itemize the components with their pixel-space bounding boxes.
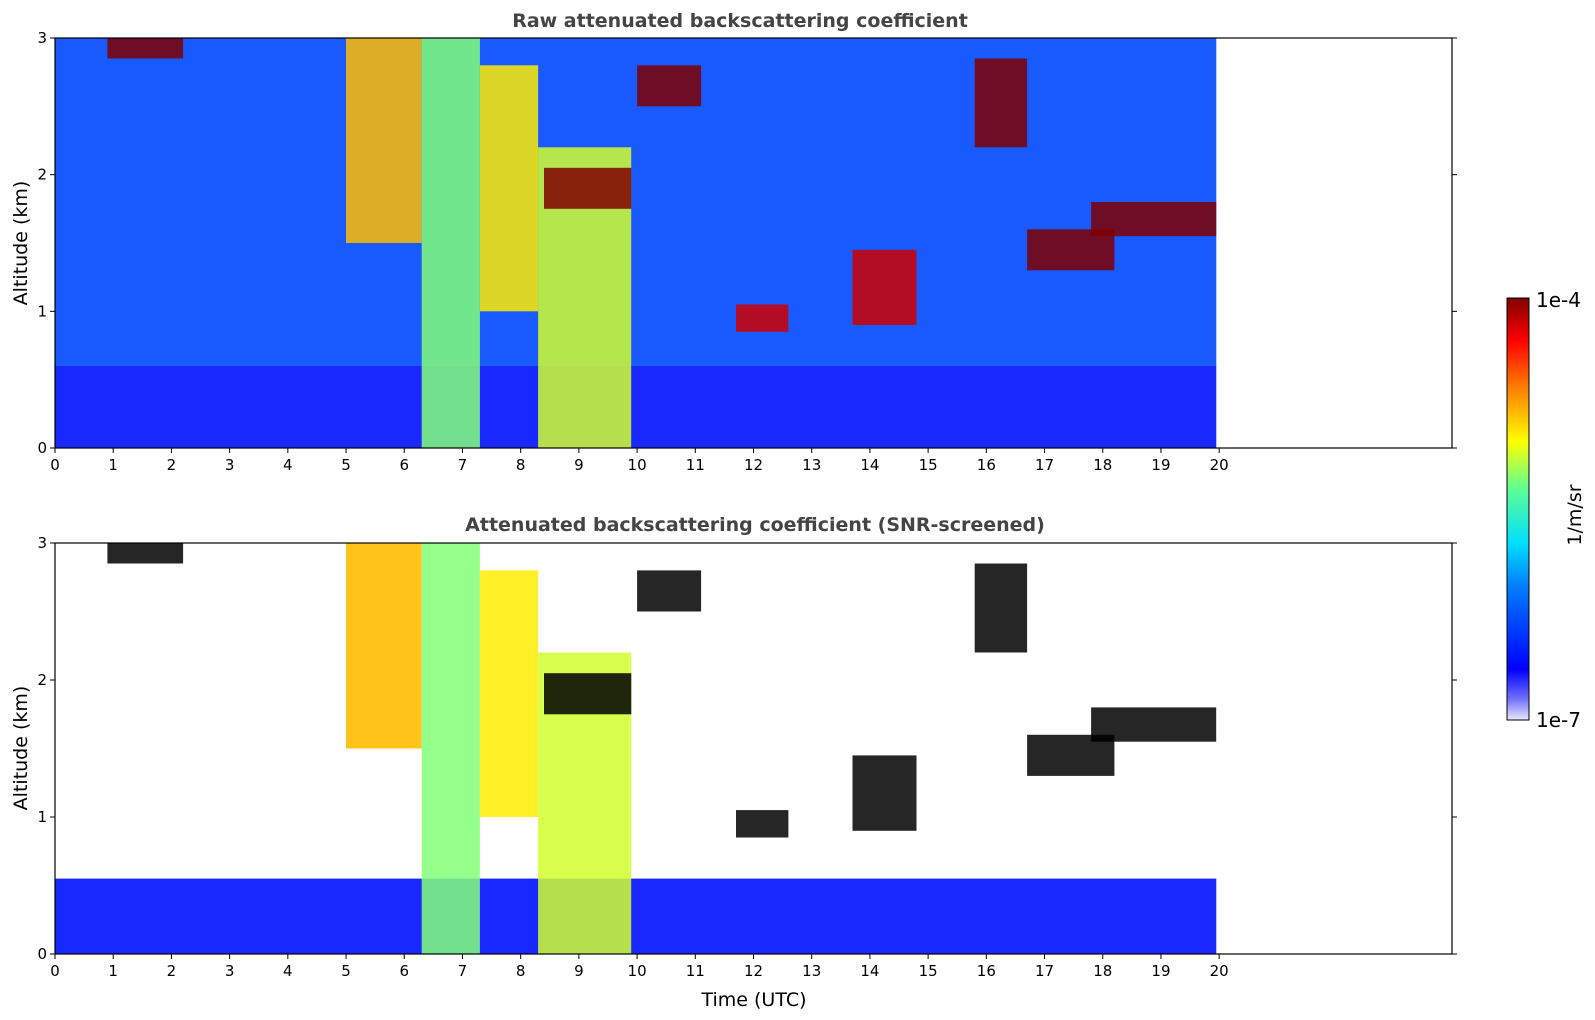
heatmap-feature — [107, 38, 184, 59]
heatmap-feature — [637, 65, 702, 107]
y-axis-label-screened: Altitude (km) — [10, 686, 32, 811]
plot-area-screened — [55, 543, 1217, 954]
heatmap-feature — [107, 543, 184, 564]
x-ticks-screened: 0 1 2 3 4 5 6 7 8 9 10 11 12 13 14 15 16 17 18 19 20 — [50, 954, 1229, 980]
x-tick-label: 2 — [167, 456, 177, 474]
x-tick-label: 9 — [574, 456, 584, 474]
y-tick-label: 1 — [37, 808, 47, 826]
x-tick-label: 4 — [283, 962, 293, 980]
heatmap-feature — [852, 249, 917, 325]
heatmap-feature — [1091, 202, 1217, 237]
panel-raw-title: Raw attenuated backscattering coefficien… — [512, 10, 968, 32]
panel-screened: Attenuated backscattering coefficient (S… — [10, 514, 1457, 1011]
heatmap-feature — [55, 38, 1217, 366]
x-tick-label: 15 — [919, 962, 938, 980]
x-tick-label: 2 — [167, 962, 177, 980]
x-tick-label: 0 — [50, 962, 60, 980]
y-tick-label: 0 — [37, 945, 47, 963]
colorbar-unit-label: 1/m/sr — [1564, 484, 1586, 545]
heatmap-feature — [974, 563, 1028, 653]
y-tick-label: 3 — [37, 29, 47, 47]
x-axis-label: Time (UTC) — [700, 989, 806, 1011]
x-tick-label: 13 — [802, 962, 821, 980]
x-tick-label: 17 — [1035, 962, 1054, 980]
x-tick-label: 7 — [458, 962, 468, 980]
plot-area-raw — [55, 38, 1217, 449]
x-tick-label: 15 — [919, 456, 938, 474]
x-tick-label: 11 — [686, 456, 705, 474]
x-tick-label: 5 — [341, 456, 351, 474]
x-tick-label: 18 — [1093, 456, 1112, 474]
heatmap-feature — [421, 543, 480, 954]
x-tick-label: 19 — [1151, 456, 1170, 474]
y-tick-label: 2 — [37, 671, 47, 689]
x-tick-label: 7 — [458, 456, 468, 474]
x-tick-label: 3 — [225, 456, 235, 474]
x-tick-label: 1 — [108, 456, 118, 474]
heatmap-feature — [736, 304, 789, 332]
y-ticks-screened: 0 1 2 3 — [37, 534, 1457, 963]
x-tick-label: 6 — [399, 456, 409, 474]
x-tick-label: 1 — [108, 962, 118, 980]
x-tick-label: 4 — [283, 456, 293, 474]
y-axis-label-raw: Altitude (km) — [10, 181, 32, 306]
x-tick-label: 8 — [516, 456, 526, 474]
x-tick-label: 16 — [977, 962, 996, 980]
colorbar-gradient — [1506, 297, 1530, 721]
heatmap-feature — [479, 570, 539, 817]
x-tick-label: 12 — [744, 456, 763, 474]
heatmap-feature — [974, 58, 1028, 148]
panel-raw: Raw attenuated backscattering coefficien… — [10, 10, 1457, 474]
x-tick-label: 16 — [977, 456, 996, 474]
x-tick-label: 12 — [744, 962, 763, 980]
y-tick-label: 3 — [37, 534, 47, 552]
x-tick-label: 8 — [516, 962, 526, 980]
x-tick-label: 3 — [225, 962, 235, 980]
heatmap-feature — [421, 38, 480, 448]
x-tick-label: 13 — [802, 456, 821, 474]
heatmap-feature — [55, 366, 1217, 448]
x-tick-label: 9 — [574, 962, 584, 980]
heatmap-feature — [1091, 707, 1217, 742]
heatmap-feature — [852, 755, 917, 831]
x-tick-label: 14 — [860, 962, 879, 980]
x-tick-label: 5 — [341, 962, 351, 980]
x-tick-label: 0 — [50, 456, 60, 474]
x-tick-label: 20 — [1210, 962, 1229, 980]
x-tick-label: 11 — [686, 962, 705, 980]
heatmap-feature — [544, 167, 632, 209]
y-ticks-raw: 0 1 2 3 — [37, 29, 1457, 457]
x-tick-label: 10 — [628, 962, 647, 980]
colorbar: 1e-4 1e-7 1/m/sr — [1506, 288, 1586, 732]
heatmap-feature — [637, 570, 702, 612]
panel-screened-title: Attenuated backscattering coefficient (S… — [465, 514, 1045, 536]
colorbar-min-label: 1e-7 — [1536, 708, 1581, 732]
x-tick-label: 18 — [1093, 962, 1112, 980]
x-tick-label: 19 — [1151, 962, 1170, 980]
heatmap-feature — [544, 673, 632, 715]
x-tick-label: 10 — [628, 456, 647, 474]
heatmap-feature — [346, 38, 422, 243]
x-tick-label: 17 — [1035, 456, 1054, 474]
x-tick-label: 14 — [860, 456, 879, 474]
y-tick-label: 0 — [37, 439, 47, 457]
y-tick-label: 2 — [37, 166, 47, 184]
colorbar-max-label: 1e-4 — [1536, 288, 1581, 312]
x-tick-label: 6 — [399, 962, 409, 980]
x-ticks-raw: 0 1 2 3 4 5 6 7 8 9 10 11 12 13 14 15 16 17 18 19 20 — [50, 448, 1229, 474]
y-tick-label: 1 — [37, 302, 47, 320]
x-tick-label: 20 — [1210, 456, 1229, 474]
heatmap-feature — [55, 878, 1217, 954]
heatmap-feature — [479, 65, 539, 312]
heatmap-feature — [736, 810, 789, 838]
heatmap-feature — [346, 543, 422, 749]
